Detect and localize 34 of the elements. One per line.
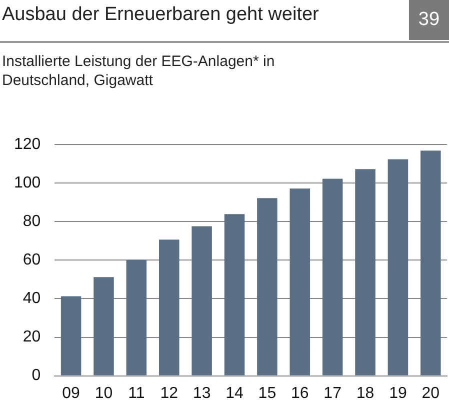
bar [60,296,82,376]
x-tick-label: 12 [160,384,178,402]
bar [355,169,376,376]
x-tick-label: 09 [62,384,80,402]
bar [322,178,343,376]
x-tick-label: 10 [94,384,113,402]
bar [224,214,245,376]
x-tick-label: 17 [324,384,342,402]
bar [257,198,278,376]
x-tick-label: 15 [258,384,276,402]
x-tick-label: 13 [192,384,211,402]
text: 39 [409,0,449,40]
x-tick-label: 19 [389,384,407,402]
x-tick-label: 16 [290,384,309,402]
y-tick-label: 0 [32,367,41,384]
bar [158,240,180,376]
y-tick-label: 60 [22,252,41,269]
x-tick-label: 14 [226,384,244,402]
bar [290,188,310,376]
bar [192,226,212,376]
bar [388,159,408,376]
chart-title: Ausbau der Erneuerbaren geht weiter [2,4,319,26]
bar [94,277,114,376]
y-tick-label: 100 [14,174,41,192]
x-tick-label: 18 [356,384,374,402]
y-tick-label: 40 [22,290,41,308]
y-tick-label: 120 [14,136,41,154]
y-tick-label: 80 [22,213,41,230]
bar [420,150,441,376]
y-tick-label: 20 [22,328,41,346]
bar [126,260,147,376]
x-tick-label: 11 [128,384,145,402]
x-tick-label: 20 [422,384,440,402]
chart-subtitle: Installierte Leistung der EEG-Anlagen* in Deutschland, Gigawatt [2,52,276,90]
